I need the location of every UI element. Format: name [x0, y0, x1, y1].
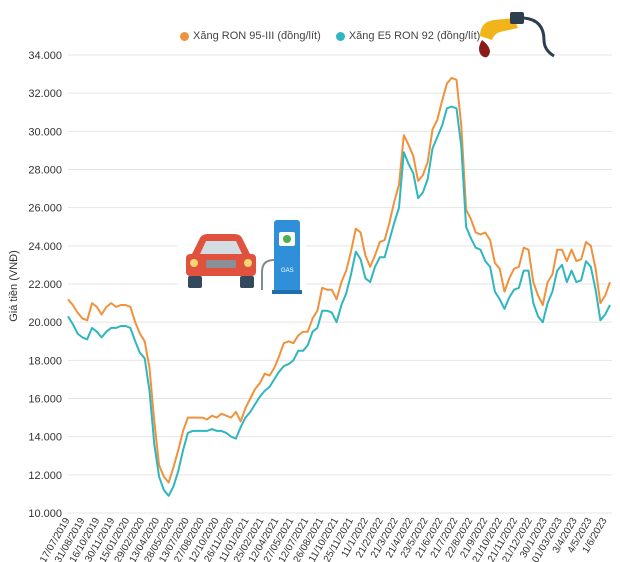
car-gas-pump-illustration: GAS	[178, 210, 306, 298]
y-tick-label: 32.000	[28, 88, 62, 100]
y-tick-label: 20.000	[28, 317, 62, 329]
y-tick-label: 12.000	[28, 470, 62, 482]
y-tick-label: 14.000	[28, 432, 62, 444]
series-lines	[67, 76, 611, 497]
y-tick-label: 26.000	[28, 203, 62, 215]
y-tick-label: 28.000	[28, 165, 62, 177]
y-tick-label: 22.000	[28, 279, 62, 291]
legend-marker-ron95	[180, 31, 189, 41]
legend: Xăng RON 95-III (đồng/lít) Xăng E5 RON 9…	[180, 30, 492, 44]
legend-item-ron95: Xăng RON 95-III (đồng/lít)	[180, 30, 321, 42]
y-tick-label: 24.000	[28, 241, 62, 253]
y-axis-label: Giá tiền (VNĐ)	[7, 250, 20, 322]
y-axis-ticks: 10.000 12.000 14.000 16.000 18.000 20.000 22.0…	[28, 50, 62, 520]
svg-text:GAS: GAS	[281, 268, 294, 274]
grid	[68, 54, 612, 514]
y-tick-label: 10.000	[28, 508, 62, 520]
y-tick-label: 34.000	[28, 50, 62, 62]
y-tick-label: 30.000	[28, 126, 62, 138]
x-axis-ticks: 17/07/201931/08/201916/10/201930/11/2019…	[38, 516, 610, 562]
y-tick-label: 18.000	[28, 355, 62, 367]
series-line-e5ron92	[67, 105, 611, 497]
legend-item-e5ron92: Xăng E5 RON 92 (đồng/lít)	[335, 30, 481, 42]
legend-marker-e5ron92	[335, 31, 345, 41]
y-tick-label: 16.000	[28, 394, 62, 406]
legend-label-e5ron92: Xăng E5 RON 92 (đồng/lít)	[348, 30, 481, 42]
fuel-nozzle-icon	[479, 12, 555, 58]
series-line-ron95	[67, 76, 611, 484]
legend-label-ron95: Xăng RON 95-III (đồng/lít)	[193, 30, 321, 42]
